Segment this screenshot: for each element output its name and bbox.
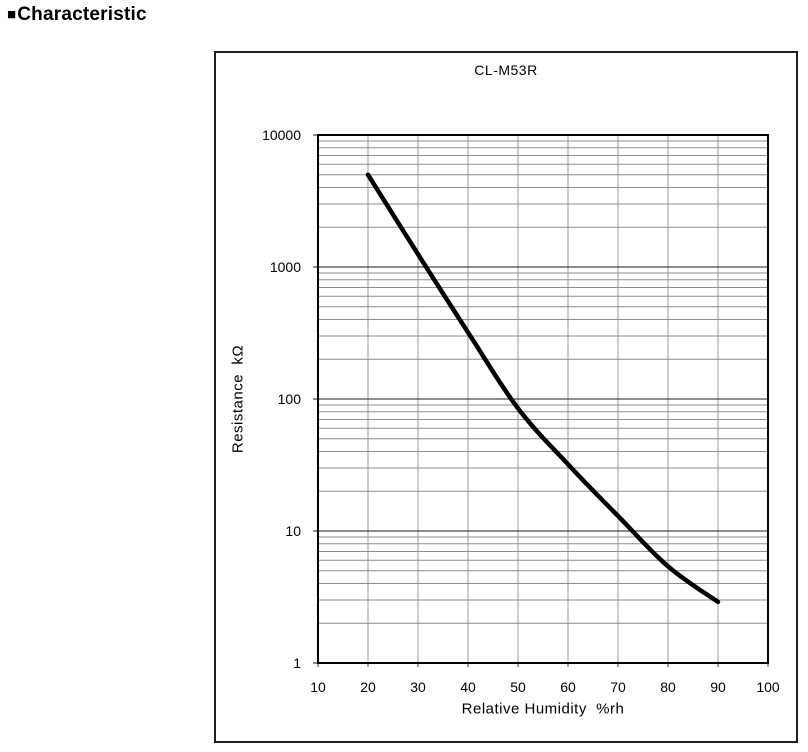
x-tick-label: 80 [660,679,676,695]
grid-horizontal-minor [318,140,768,624]
chart-panel: 10000 1000 100 10 1 10 20 30 40 50 60 70 80 90 100 CL-… [214,51,798,743]
plot-frame [317,134,769,664]
x-tick-labels: 10 20 30 40 50 60 70 80 90 100 [310,679,780,695]
square-bullet-icon: ■ [7,6,17,23]
x-tick-label: 50 [510,679,526,695]
grid-horizontal-major [313,134,768,664]
x-tick-label: 20 [360,679,376,695]
resistance-curve [365,172,721,605]
y-tick-labels: 10000 1000 100 10 1 [262,127,301,671]
x-tick-label: 100 [756,679,780,695]
x-tick-label: 40 [460,679,476,695]
y-tick-label: 10 [285,523,301,539]
y-tick-label: 100 [278,391,302,407]
x-tick-label: 90 [710,679,726,695]
grid-vertical [317,135,769,667]
chart-canvas: 10000 1000 100 10 1 10 20 30 40 50 60 70 80 90 100 [214,51,798,743]
x-tick-label: 10 [310,679,326,695]
x-tick-label: 60 [560,679,576,695]
x-tick-label: 70 [610,679,626,695]
panel-border [214,51,798,743]
y-tick-label: 1000 [270,259,301,275]
x-axis-title: Relative Humidity %rh [461,700,625,718]
y-tick-label: 1 [293,655,301,671]
y-tick-label: 10000 [262,127,301,143]
section-heading-text: Characteristic [17,4,147,25]
section-heading: ■Characteristic [7,4,147,26]
x-tick-label: 30 [410,679,426,695]
y-axis-title: Resistance kΩ [229,344,247,454]
chart-title: CL-M53R [474,62,538,78]
